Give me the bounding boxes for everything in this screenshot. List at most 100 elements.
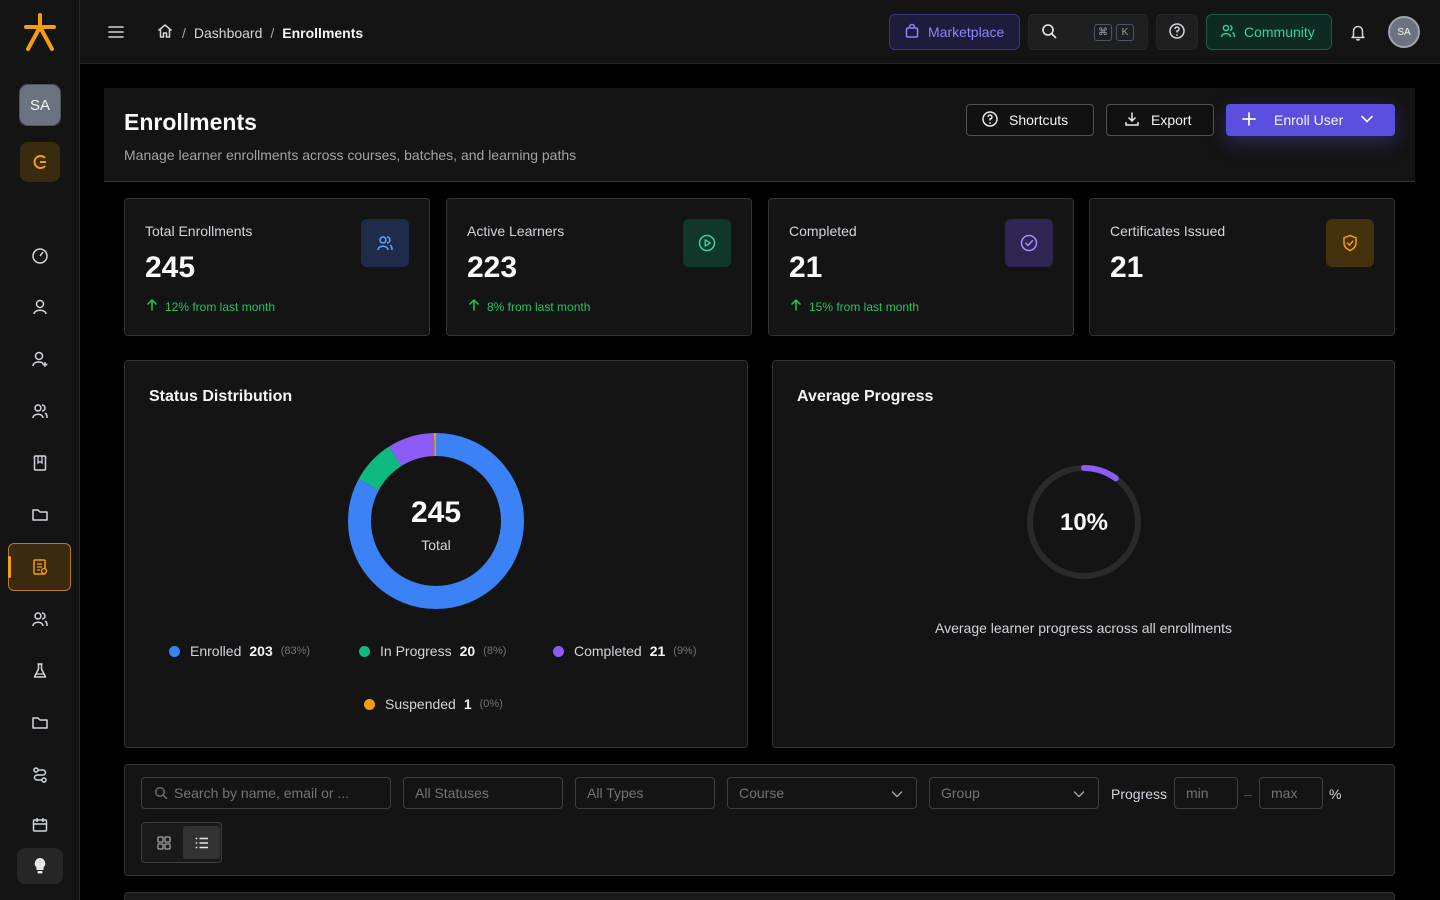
- search-field[interactable]: [141, 777, 391, 809]
- users-icon[interactable]: [20, 391, 60, 431]
- enrollments-icon[interactable]: [8, 543, 71, 591]
- user-avatar[interactable]: SA: [1388, 16, 1420, 48]
- download-icon: [1123, 110, 1141, 131]
- page-header: Enrollments Manage learner enrollments a…: [104, 88, 1415, 182]
- group-select-value: Group: [941, 785, 980, 801]
- panel-title: Average Progress: [797, 388, 934, 405]
- flask-icon[interactable]: [20, 651, 60, 691]
- sidebar: SA: [0, 0, 80, 900]
- help-circle-icon: [1168, 22, 1186, 43]
- global-search-button[interactable]: ⌘ K: [1028, 14, 1148, 50]
- legend-dot: [169, 645, 180, 657]
- stat-value: 245: [145, 251, 196, 284]
- percent-unit: %: [1329, 786, 1342, 802]
- stat-card-certificates-issued: Certificates Issued 21: [1089, 198, 1395, 336]
- shield-check-icon: [1326, 219, 1374, 267]
- legend-label: Suspended: [385, 696, 456, 712]
- check-circle-icon: [1005, 219, 1053, 267]
- stat-value: 21: [789, 251, 823, 284]
- progress-value: 10%: [1060, 509, 1108, 536]
- shortcut-key: ⌘: [1094, 24, 1112, 41]
- legend-dot: [359, 645, 370, 657]
- user-icon[interactable]: [20, 287, 60, 327]
- notifications-bell-icon[interactable]: [1344, 14, 1372, 50]
- enroll-user-label: Enroll User: [1274, 112, 1344, 128]
- search-input[interactable]: [174, 785, 390, 801]
- legend-label: Enrolled: [190, 643, 242, 659]
- breadcrumb-current: Enrollments: [282, 24, 364, 41]
- workspace-avatar[interactable]: SA: [20, 85, 60, 125]
- stat-label: Total Enrollments: [145, 223, 253, 239]
- book-icon[interactable]: [20, 443, 60, 483]
- lightbulb-icon[interactable]: [17, 848, 63, 884]
- legend-count: 20: [459, 643, 476, 659]
- search-icon: [1041, 23, 1057, 42]
- users-icon: [361, 219, 409, 267]
- breadcrumb-separator: /: [182, 24, 186, 41]
- dashboard-icon[interactable]: [20, 235, 60, 275]
- top-bar: / Dashboard / Enrollments Marketplace ⌘ …: [80, 0, 1440, 64]
- panel-title: Status Distribution: [149, 388, 293, 405]
- app-logo[interactable]: [22, 12, 58, 52]
- menu-toggle-icon[interactable]: [106, 22, 126, 42]
- progress-min-field[interactable]: [1174, 777, 1238, 809]
- users-icon: [1220, 23, 1236, 42]
- legend-count: 203: [249, 643, 273, 659]
- legend-percent: (83%): [280, 645, 311, 657]
- stat-trend: 12% from last month: [145, 298, 275, 315]
- stat-card-active-learners: Active Learners 223 8% from last month: [446, 198, 752, 336]
- legend-count: 21: [649, 643, 666, 659]
- enroll-user-button[interactable]: Enroll User: [1226, 104, 1395, 136]
- stat-label: Completed: [789, 223, 857, 239]
- legend-count: 1: [463, 696, 472, 712]
- help-button[interactable]: [1156, 14, 1198, 50]
- search-icon: [154, 786, 168, 800]
- calendar-icon[interactable]: [20, 805, 60, 845]
- export-button[interactable]: Export: [1106, 104, 1214, 136]
- progress-caption: Average learner progress across all enro…: [935, 620, 1232, 636]
- progress-ring: 10%: [1027, 465, 1141, 579]
- chevron-down-icon[interactable]: [1359, 111, 1375, 130]
- average-progress-panel: Average Progress 10% Average learner pro…: [772, 360, 1395, 748]
- status-select[interactable]: All Statuses: [403, 777, 563, 809]
- user-add-icon[interactable]: [20, 339, 60, 379]
- progress-filter-label: Progress: [1111, 786, 1168, 802]
- community-button[interactable]: Community: [1206, 14, 1332, 50]
- group-select[interactable]: Group: [929, 777, 1099, 809]
- folder-icon[interactable]: [20, 495, 60, 535]
- breadcrumb-dashboard[interactable]: Dashboard: [193, 24, 263, 41]
- grid-view-icon[interactable]: [145, 826, 182, 859]
- breadcrumb-separator: /: [270, 24, 275, 41]
- course-select[interactable]: Course: [727, 777, 917, 809]
- page-title: Enrollments: [124, 109, 257, 135]
- team-icon[interactable]: [20, 599, 60, 639]
- range-separator: –: [1244, 786, 1252, 802]
- legend-item-in-progress: In Progress 20 (8%): [359, 643, 506, 659]
- legend-percent: (8%): [483, 645, 507, 657]
- progress-max-input[interactable]: [1271, 785, 1322, 801]
- legend-item-completed: Completed 21 (9%): [553, 643, 697, 659]
- stat-trend-text: 12% from last month: [165, 299, 276, 314]
- stat-card-total-enrollments: Total Enrollments 245 12% from last mont…: [124, 198, 430, 336]
- play-circle-icon: [683, 219, 731, 267]
- route-icon[interactable]: [20, 755, 60, 795]
- shopping-bag-icon: [904, 23, 920, 42]
- legend-dot: [553, 645, 564, 657]
- progress-min-input[interactable]: [1186, 785, 1237, 801]
- stat-trend: 15% from last month: [789, 298, 919, 315]
- home-icon[interactable]: [156, 22, 174, 43]
- stat-card-completed: Completed 21 15% from last month: [768, 198, 1074, 336]
- status-distribution-panel: Status Distribution 245 Total Enrolled 2…: [124, 360, 748, 748]
- shortcuts-button[interactable]: Shortcuts: [966, 104, 1094, 136]
- enrollments-table-container: [124, 892, 1395, 900]
- arrow-up-icon: [789, 298, 803, 315]
- progress-max-field[interactable]: [1259, 777, 1323, 809]
- folder-icon[interactable]: [20, 703, 60, 743]
- org-switch-icon[interactable]: [20, 142, 60, 182]
- donut-segment-suspended[interactable]: [348, 433, 524, 609]
- type-select[interactable]: All Types: [575, 777, 715, 809]
- marketplace-button[interactable]: Marketplace: [889, 14, 1020, 50]
- donut-center-value: 245: [411, 496, 461, 529]
- list-view-icon[interactable]: [183, 826, 220, 859]
- breadcrumb: / Dashboard / Enrollments: [156, 22, 363, 43]
